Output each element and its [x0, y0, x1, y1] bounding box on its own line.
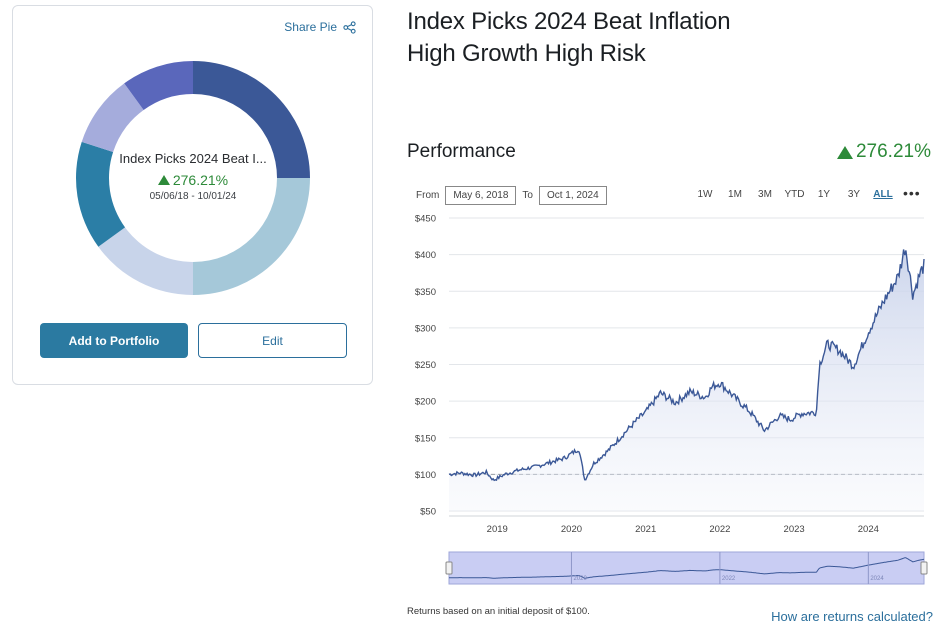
from-date-input[interactable]: May 6, 2018 [445, 186, 517, 205]
y-tick-label: $100 [415, 470, 436, 481]
navigator-label: 2020 [573, 576, 587, 582]
period-1m[interactable]: 1M [728, 189, 742, 200]
center-return-value: 276.21% [172, 171, 229, 188]
navigator-handle-left[interactable] [445, 561, 453, 575]
y-tick-label: $50 [420, 507, 436, 518]
donut-slice-1[interactable] [193, 61, 310, 178]
performance-return: 276.21% [855, 141, 931, 162]
navigator-handle-right[interactable] [920, 561, 928, 575]
navigator-label: 2024 [870, 576, 884, 582]
edit-button[interactable]: Edit [198, 323, 347, 358]
donut-slice-6[interactable] [124, 61, 193, 111]
donut-slice-3[interactable] [98, 227, 193, 295]
x-tick-label: 2024 [858, 524, 879, 535]
x-tick-label: 2020 [561, 524, 582, 535]
donut-chart: Index Picks 2024 Beat I... 276.21% 05/06… [75, 60, 311, 296]
donut-slice-4[interactable] [76, 141, 126, 247]
performance-area [449, 249, 924, 511]
y-tick-label: $250 [415, 360, 436, 371]
performance-line [448, 249, 925, 482]
y-tick-label: $200 [415, 397, 436, 408]
up-triangle-icon [836, 145, 853, 159]
center-return: 276.21% [157, 171, 229, 188]
add-to-portfolio-button[interactable]: Add to Portfolio [40, 323, 188, 358]
x-tick-label: 2023 [784, 524, 805, 535]
period-ytd[interactable]: YTD [784, 189, 805, 200]
share-pie-label: Share Pie [284, 20, 337, 34]
range-navigator[interactable] [448, 551, 925, 585]
share-icon [343, 20, 356, 34]
x-tick-label: 2021 [635, 524, 656, 535]
period-all[interactable]: ALL [873, 189, 893, 200]
donut-svg [76, 61, 310, 295]
pie-title: Index Picks 2024 Beat Inflation High Gro… [407, 8, 731, 67]
y-tick-label: $450 [415, 214, 436, 225]
period-selector: 1W 1M 3M YTD 1Y 3Y ALL [690, 189, 897, 200]
returns-footnote: Returns based on an initial deposit of $… [407, 606, 590, 617]
donut-slice-2[interactable] [193, 178, 310, 295]
to-date-input[interactable]: Oct 1, 2024 [538, 186, 607, 205]
from-label: From [416, 190, 440, 201]
donut-slice-5[interactable] [81, 83, 144, 153]
donut-center: Index Picks 2024 Beat I... 276.21% 05/06… [75, 60, 311, 296]
y-tick-label: $300 [415, 323, 436, 334]
y-tick-label: $400 [415, 250, 436, 261]
up-triangle-icon [157, 174, 170, 185]
y-tick-label: $350 [415, 287, 436, 298]
period-1w[interactable]: 1W [697, 189, 713, 200]
how-returns-calculated-link[interactable]: How are returns calculated? [771, 609, 933, 624]
navigator-line [448, 557, 925, 579]
period-3y[interactable]: 3Y [847, 189, 861, 200]
center-date-range: 05/06/18 - 10/01/24 [149, 190, 237, 202]
performance-value: 276.21% [836, 141, 931, 163]
more-options-button[interactable]: ••• [903, 185, 921, 201]
period-1y[interactable]: 1Y [817, 189, 831, 200]
y-tick-label: $150 [415, 433, 436, 444]
pie-name-truncated: Index Picks 2024 Beat I... [119, 150, 267, 166]
to-label: To [522, 190, 533, 201]
x-tick-label: 2019 [487, 524, 508, 535]
performance-title: Performance [407, 141, 516, 162]
pie-card: Share Pie Index Picks 2024 Beat I... 276… [12, 5, 373, 385]
period-3m[interactable]: 3M [758, 189, 772, 200]
date-range-controls: From May 6, 2018 To Oct 1, 2024 [416, 186, 607, 205]
performance-chart: $450 $400 $350 $300 $250 $200 $150 $100 $50 2019 2… [415, 214, 928, 585]
share-pie-button[interactable]: Share Pie [284, 20, 356, 34]
navigator-label: 2022 [722, 576, 736, 582]
x-tick-label: 2022 [709, 524, 730, 535]
